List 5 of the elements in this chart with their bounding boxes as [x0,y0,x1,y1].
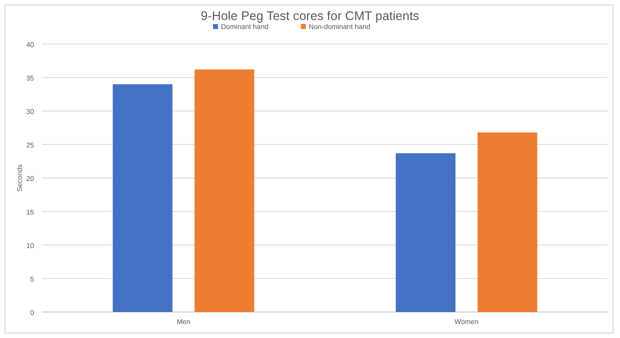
bar [112,84,172,312]
bar [194,69,254,312]
bar [396,153,456,312]
bar [478,132,538,312]
chart-title: 9-Hole Peg Test cores for CMT patients [200,9,420,23]
